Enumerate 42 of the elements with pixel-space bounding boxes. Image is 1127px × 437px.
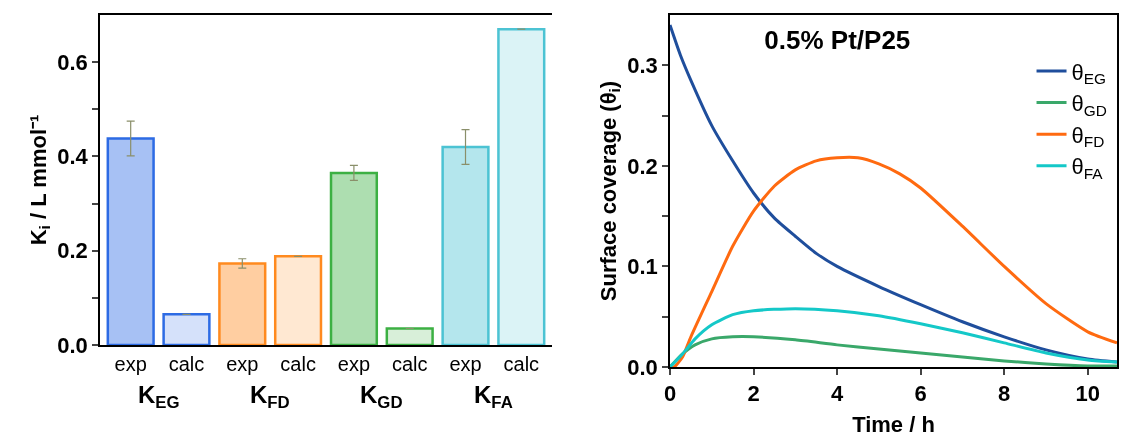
bar — [497, 27, 546, 345]
y-tick-label: 0.1 — [627, 254, 658, 280]
y-tick-label: 0.3 — [627, 52, 658, 78]
bar — [106, 137, 155, 345]
text: K$_{FD}$ — [250, 381, 290, 413]
bar — [329, 171, 379, 345]
chart-title: 0.5% Pt/P25 — [764, 24, 911, 55]
text: K$_{FA}$ — [474, 381, 513, 413]
line-series — [670, 307, 1117, 367]
y-tick-label: 0.2 — [627, 153, 658, 179]
x-tick-label: 10 — [1075, 381, 1100, 407]
x-axis-title: Time / h — [852, 412, 935, 437]
legend-label: θ$_{EG}$ — [1071, 59, 1107, 88]
bar — [385, 327, 434, 345]
bar — [162, 313, 211, 345]
x-tick-label: calc — [168, 352, 205, 375]
x-tick-label: exp — [226, 352, 259, 375]
y-tick-label: 0.0 — [627, 354, 658, 380]
x-tick-label: calc — [280, 352, 316, 375]
x-tick-label: 2 — [747, 381, 760, 407]
x-tick-label: 8 — [998, 381, 1011, 407]
x-tick-label: 4 — [830, 381, 844, 407]
y-tick-label: 0.4 — [57, 144, 89, 170]
x-tick-label: exp — [449, 352, 482, 375]
legend-label: θ$_{GD}$ — [1071, 91, 1107, 119]
y-tick-label: 0.2 — [57, 238, 88, 264]
bar — [273, 255, 323, 345]
x-tick-label: 0 — [663, 381, 677, 407]
x-tick-label: exp — [337, 352, 371, 375]
x-tick-label: calc — [391, 352, 428, 375]
text: K$_{GD}$ — [360, 381, 403, 413]
x-tick-label: calc — [503, 352, 540, 375]
legend-label: θ$_{FD}$ — [1071, 122, 1105, 151]
text: K$_{EG}$ — [138, 381, 180, 413]
legend-label: θ$_{FA}$ — [1071, 154, 1104, 182]
bar — [441, 145, 490, 345]
bar — [218, 262, 267, 345]
line-series — [670, 155, 1117, 367]
x-tick-label: 6 — [914, 381, 927, 407]
y-tick-label: 0.6 — [57, 49, 88, 75]
y-tick-label: 0.0 — [57, 332, 88, 358]
x-tick-label: exp — [114, 352, 147, 375]
